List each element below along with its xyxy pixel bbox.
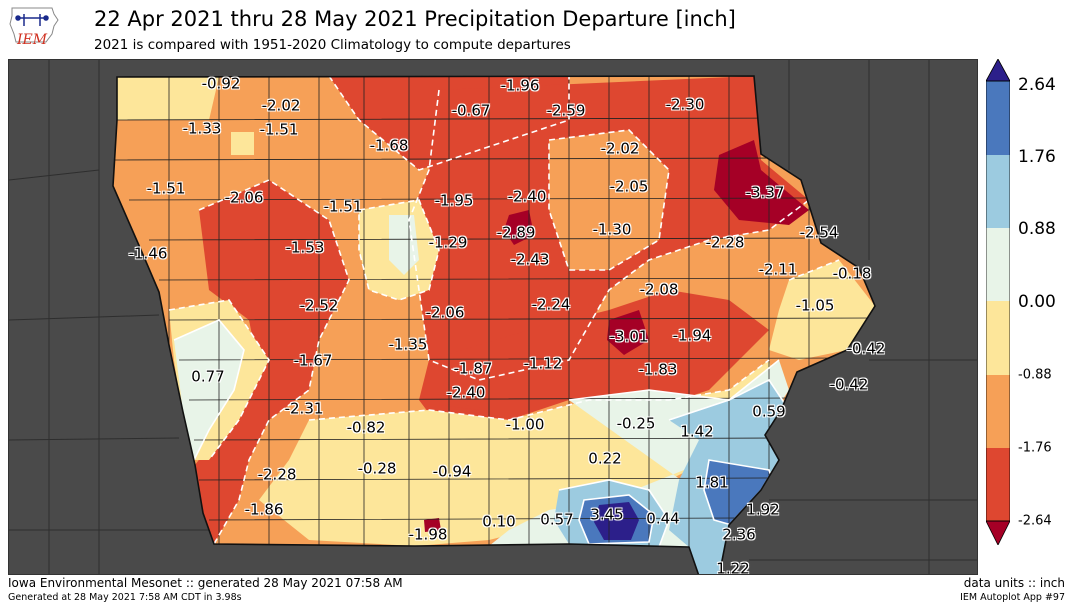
value-label: -1.96 (500, 76, 540, 95)
value-label: 0.44 (646, 509, 680, 528)
value-label: -1.33 (182, 119, 222, 138)
value-label: -2.05 (609, 177, 649, 196)
value-label: -1.83 (638, 360, 678, 379)
colorbar-tick: 2.64 (1018, 75, 1056, 95)
value-label: -2.89 (496, 223, 536, 242)
value-label: -1.87 (453, 359, 493, 378)
value-label: -1.94 (672, 326, 712, 345)
value-label: 1.42 (680, 422, 714, 441)
value-label: -2.02 (600, 139, 640, 158)
value-label: -2.43 (510, 250, 550, 269)
logo-text: IEM (16, 32, 48, 48)
footer-units: data units :: inch (963, 576, 1065, 590)
value-label: -1.05 (795, 296, 835, 315)
value-label: -0.28 (357, 459, 397, 478)
value-label: -2.08 (639, 280, 679, 299)
value-label: -0.25 (616, 414, 656, 433)
value-label: -1.51 (323, 197, 363, 216)
value-label: -1.30 (592, 220, 632, 239)
value-label: -1.67 (293, 351, 333, 370)
value-label: -1.35 (388, 335, 428, 354)
colorbar-tick: 0.88 (1018, 219, 1056, 239)
map-canvas (9, 60, 977, 574)
value-label: -2.59 (546, 101, 586, 120)
iem-logo: IEM (6, 4, 62, 50)
value-label: -0.92 (201, 74, 241, 93)
colorbar (985, 58, 1011, 546)
value-label: -1.00 (505, 415, 545, 434)
value-label: -2.11 (758, 260, 798, 279)
colorbar-tick: 1.76 (1018, 147, 1056, 167)
outside-county-lines (9, 60, 977, 574)
value-label: -0.18 (832, 264, 872, 283)
iowa-border (112, 75, 876, 574)
page-title: 22 Apr 2021 thru 28 May 2021 Precipitati… (94, 7, 736, 31)
colorbar-top-arrow (986, 59, 1010, 81)
value-label: -0.42 (846, 339, 886, 358)
iowa-contours (113, 76, 875, 574)
value-label: -0.82 (346, 418, 386, 437)
value-label: -2.30 (665, 95, 705, 114)
value-label: 0.59 (752, 402, 786, 421)
contour-lines (159, 76, 840, 545)
value-label: -1.98 (408, 525, 448, 544)
footer-timing: Generated at 28 May 2021 7:58 AM CDT in … (8, 592, 242, 603)
colorbar-tick: -1.76 (1018, 440, 1052, 456)
value-label: -3.37 (745, 183, 785, 202)
value-label: 1.92 (746, 500, 780, 519)
value-label: 1.81 (695, 473, 729, 492)
value-label: -2.54 (799, 223, 839, 242)
value-label: -1.53 (285, 238, 325, 257)
value-label: -1.12 (523, 354, 563, 373)
value-label: 0.22 (588, 449, 622, 468)
value-label: -1.29 (428, 233, 468, 252)
precipitation-map: -0.92 -1.96 -2.02 -0.67 -2.59 -2.30 -1.3… (8, 59, 978, 575)
value-label: -2.06 (224, 188, 264, 207)
colorbar-tick: -2.64 (1018, 513, 1052, 529)
value-label: -1.51 (259, 120, 299, 139)
footer-app: IEM Autoplot App #97 (960, 592, 1065, 603)
value-label: -1.86 (244, 500, 284, 519)
value-label: -0.94 (432, 462, 472, 481)
value-label: 0.57 (540, 510, 574, 529)
value-label: 2.36 (722, 525, 756, 544)
value-label: 3.45 (590, 505, 624, 524)
value-label: -2.40 (446, 383, 486, 402)
value-label: 0.77 (191, 367, 225, 386)
value-label: -1.46 (128, 244, 168, 263)
value-label: -0.67 (451, 101, 491, 120)
county-grid (113, 76, 875, 574)
colorbar-tick: 0.00 (1018, 292, 1056, 312)
value-label: -2.06 (425, 303, 465, 322)
value-label: -2.40 (507, 187, 547, 206)
page-subtitle: 2021 is compared with 1951-2020 Climatol… (94, 37, 571, 53)
value-label: -2.31 (284, 399, 324, 418)
value-label: -2.52 (299, 296, 339, 315)
value-label: -0.42 (829, 375, 869, 394)
value-label: -2.28 (705, 233, 745, 252)
value-label: -2.24 (531, 295, 571, 314)
value-label: 0.10 (482, 512, 516, 531)
value-label: -2.02 (261, 96, 301, 115)
colorbar-tick: -0.88 (1018, 367, 1052, 383)
footer-generated: Iowa Environmental Mesonet :: generated … (8, 576, 403, 590)
value-label: -1.68 (369, 136, 409, 155)
value-label: -1.95 (434, 191, 474, 210)
value-label: -3.01 (609, 327, 649, 346)
value-label: -1.51 (146, 179, 186, 198)
value-label: -2.28 (257, 465, 297, 484)
value-label: 1.22 (716, 559, 750, 575)
